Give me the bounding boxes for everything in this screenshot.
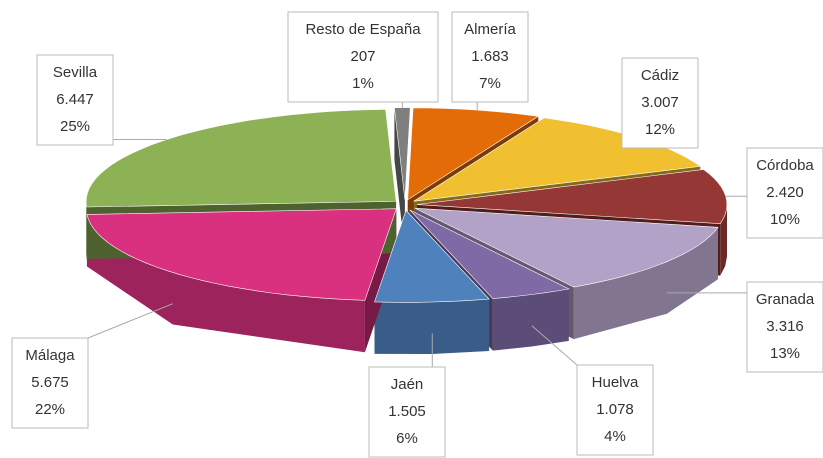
percent-label: 6% <box>396 430 418 447</box>
data-labels: Almería 1.683 7% Cádiz 3.007 12% Córdoba 2.420 1… <box>11 11 823 458</box>
category-label: Resto de España <box>305 21 421 38</box>
category-label: Cádiz <box>641 67 679 84</box>
slice <box>374 209 490 303</box>
percent-label: 7% <box>479 75 501 92</box>
value-label: 3.007 <box>641 94 679 111</box>
label-box <box>576 364 654 456</box>
category-label: Granada <box>756 291 815 308</box>
percent-label: 13% <box>770 345 800 362</box>
value-label: 5.675 <box>31 374 69 391</box>
category-label: Huelva <box>592 374 639 391</box>
percent-label: 12% <box>645 121 675 138</box>
category-label: Jaén <box>391 376 424 393</box>
percent-label: 4% <box>604 428 626 445</box>
label-box <box>746 281 823 373</box>
slice-side <box>374 299 490 354</box>
slice-side <box>492 288 569 351</box>
slice <box>409 209 570 299</box>
slice-side <box>86 201 87 259</box>
leader-line <box>531 325 578 366</box>
value-label: 1.683 <box>471 48 509 65</box>
percent-label: 1% <box>352 75 374 92</box>
value-label: 6.447 <box>56 91 94 108</box>
category-label: Málaga <box>25 347 75 364</box>
value-label: 1.078 <box>596 401 634 418</box>
label-box <box>36 54 114 146</box>
label-box <box>287 11 439 103</box>
category-label: Almería <box>464 21 516 38</box>
value-label: 1.505 <box>388 403 426 420</box>
slice <box>85 109 397 208</box>
label-box <box>451 11 529 103</box>
value-label: 2.420 <box>766 184 804 201</box>
slice <box>86 208 397 301</box>
percent-label: 22% <box>35 401 65 418</box>
slice <box>414 207 719 288</box>
slice <box>407 107 540 201</box>
label-box <box>11 337 89 429</box>
category-label: Sevilla <box>53 64 98 81</box>
category-label: Córdoba <box>756 157 814 174</box>
leader-line <box>87 303 173 339</box>
label-box <box>746 147 823 239</box>
slice-side <box>720 204 727 276</box>
slice-side <box>86 214 365 353</box>
slice-cut <box>394 107 405 252</box>
slice-side <box>573 227 718 340</box>
percent-label: 10% <box>770 211 800 228</box>
value-label: 3.316 <box>766 318 804 335</box>
label-box <box>368 366 446 458</box>
value-label: 207 <box>350 48 375 65</box>
percent-label: 25% <box>60 118 90 135</box>
label-box <box>621 57 699 149</box>
